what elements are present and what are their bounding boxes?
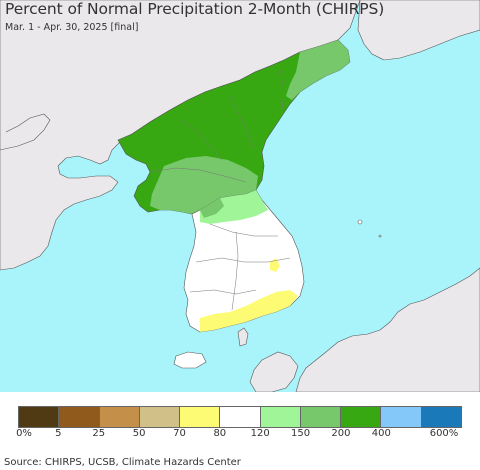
- legend-swatch: [220, 407, 261, 427]
- legend-swatch: [381, 407, 422, 427]
- japan-kyushu: [249, 351, 299, 392]
- legend-tick-label: 600%: [429, 428, 459, 439]
- north-korea-mid-band: [150, 156, 258, 214]
- north-korea-wet-band: [286, 40, 350, 100]
- legend-swatch: [99, 407, 140, 427]
- province-boundaries: [149, 69, 291, 311]
- legend-swatch: [341, 407, 382, 427]
- legend-swatch: [180, 407, 221, 427]
- legend-swatch: [300, 407, 342, 427]
- legend-swatch: [139, 407, 181, 427]
- south-korea-wet-patch: [200, 198, 224, 218]
- legend-tick-label: 120: [250, 428, 270, 439]
- legend-tick-label: 50: [132, 428, 146, 439]
- legend: 0% 5 25 50 70 80 120 150 200 400 600% Source: CHIR…: [0, 392, 480, 470]
- map-svg: [0, 0, 480, 392]
- ulleungdo-island: [357, 219, 363, 225]
- source-credit: Source: CHIRPS, UCSB, Climate Hazards Ce…: [4, 457, 241, 468]
- map-subtitle: Mar. 1 - Apr. 30, 2025 [final]: [5, 22, 139, 33]
- legend-tick-label: 70: [173, 428, 186, 439]
- legend-tick-label: 80: [213, 428, 227, 439]
- bohai-coast: [0, 113, 51, 151]
- map-title: Percent of Normal Precipitation 2-Month …: [5, 0, 385, 18]
- legend-tick-label: 150: [290, 428, 311, 439]
- precipitation-map: [0, 0, 480, 392]
- south-korea-moist-band: [200, 190, 268, 224]
- japan-landmass: [295, 267, 480, 392]
- legend-tick-label: 5: [55, 428, 62, 439]
- jeju-island: [173, 351, 207, 369]
- legend-tick-label: 400: [371, 428, 391, 439]
- legend-tick-label: 25: [92, 428, 106, 439]
- legend-swatch: [421, 407, 461, 427]
- legend-swatch: [19, 407, 60, 427]
- legend-swatch: [260, 407, 301, 427]
- tsushima-island: [237, 327, 249, 347]
- south-korea-dry-east: [270, 258, 280, 272]
- south-korea-dry-south: [200, 290, 298, 332]
- dokdo-island: [378, 234, 382, 238]
- legend-tick-label: 0%: [16, 428, 32, 439]
- legend-colorbar: [18, 406, 462, 428]
- legend-tick-label: 200: [331, 428, 351, 439]
- russia-far-east: [357, 0, 480, 61]
- legend-swatch: [59, 407, 100, 427]
